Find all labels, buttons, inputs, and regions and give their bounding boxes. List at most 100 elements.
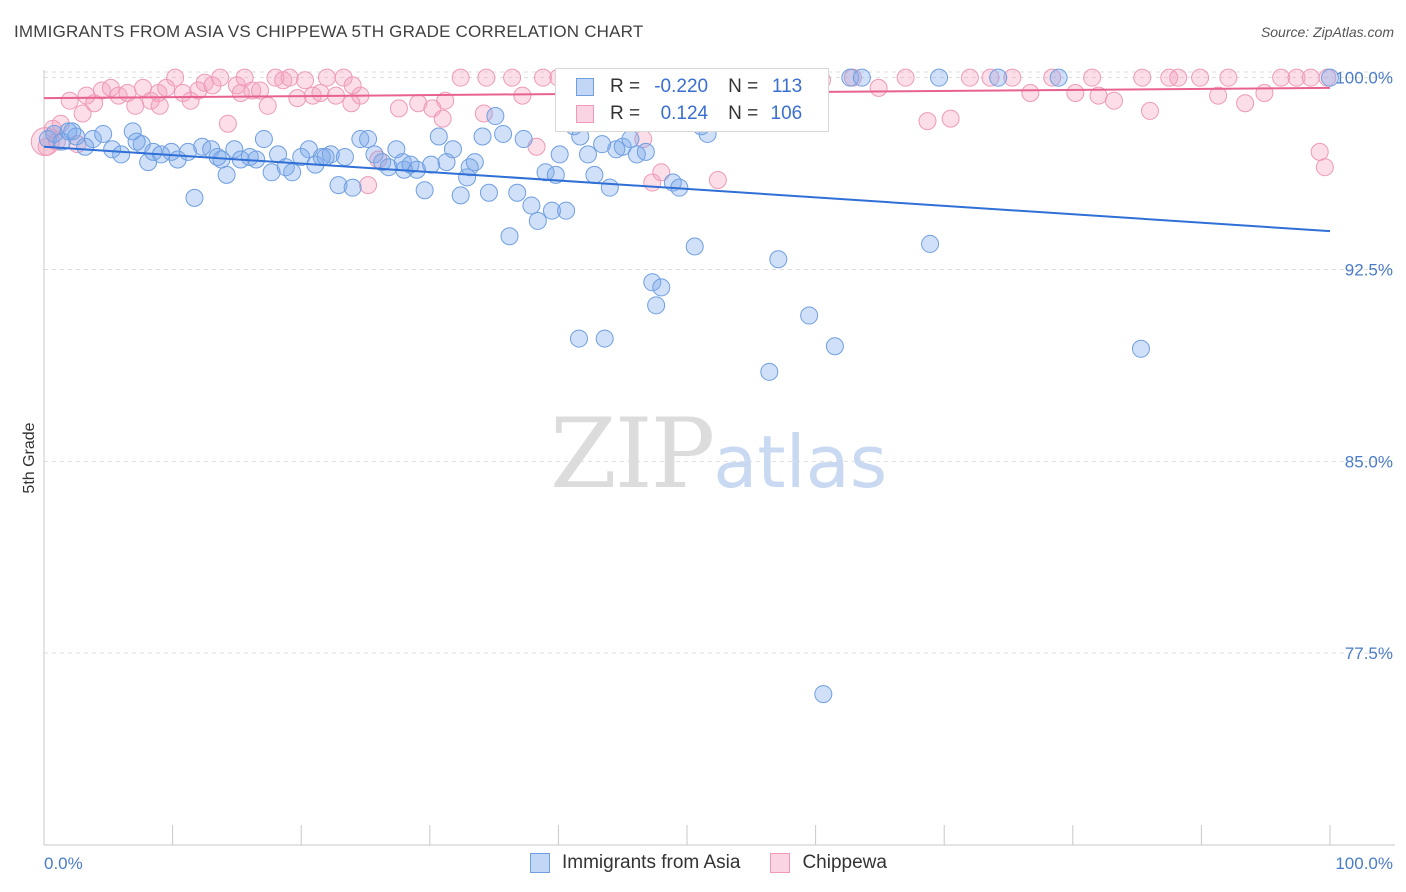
chippewa-point	[981, 68, 1000, 87]
asia-point	[621, 130, 640, 149]
chart-title: IMMIGRANTS FROM ASIA VS CHIPPEWA 5TH GRA…	[14, 22, 644, 41]
asia-point	[473, 127, 492, 146]
asia-point	[536, 163, 555, 182]
chippewa-point	[389, 99, 408, 118]
x-tick-label: 100.0%	[1335, 854, 1393, 873]
chippewa-points	[30, 68, 1337, 195]
chippewa-point	[941, 109, 960, 128]
asia-point	[359, 130, 378, 149]
legend-r-value: -0.220	[654, 76, 709, 97]
asia-point	[769, 250, 788, 269]
chippewa-point	[960, 68, 979, 87]
asia-point	[451, 186, 470, 205]
asia-point	[63, 122, 82, 141]
asia-point	[460, 158, 479, 177]
chippewa-point	[533, 68, 552, 87]
legend-r-value: 0.124	[660, 103, 709, 124]
legend-row-asia: R = -0.220 N = 113	[576, 75, 802, 99]
asia-point	[514, 130, 533, 149]
asia-point	[930, 68, 949, 87]
asia-point	[321, 145, 340, 164]
chippewa-point	[334, 68, 353, 87]
asia-point	[814, 685, 833, 704]
asia-point	[585, 165, 604, 184]
chippewa-point	[251, 81, 270, 100]
asia-point	[443, 140, 462, 159]
legend-n-value: 113	[771, 76, 803, 97]
y-tick-label: 92.5%	[1345, 261, 1393, 280]
chippewa-point	[1066, 84, 1085, 103]
chippewa-point	[1191, 68, 1210, 87]
chippewa-point	[343, 76, 362, 95]
asia-point	[45, 124, 64, 143]
asia-point	[343, 178, 362, 197]
chippewa-point	[1003, 68, 1022, 87]
chippewa-point	[869, 78, 888, 97]
asia-point	[578, 145, 597, 164]
asia-point	[479, 183, 498, 202]
asia-point	[760, 362, 779, 381]
legend-r-label: R =	[610, 76, 641, 97]
asia-point	[500, 227, 519, 246]
chippewa-point	[1160, 68, 1179, 87]
chippewa-point	[1287, 68, 1306, 87]
asia-point	[103, 140, 122, 159]
chippewa-point	[126, 96, 145, 115]
asia-point	[127, 132, 146, 151]
asia-point	[429, 127, 448, 146]
asia-point	[569, 329, 588, 348]
asia-point	[422, 155, 441, 174]
asia-point	[458, 168, 477, 187]
y-tick-label: 100.0%	[1335, 69, 1393, 88]
watermark: ZIPatlas	[550, 398, 887, 510]
chippewa-point	[1021, 84, 1040, 103]
chippewa-point	[474, 104, 493, 123]
chippewa-point	[73, 104, 92, 123]
asia-point	[254, 130, 273, 149]
asia-point	[83, 130, 102, 149]
asia-point	[94, 124, 113, 143]
asia-point	[185, 188, 204, 207]
chippewa-point	[296, 71, 315, 90]
correlation-legend: R = -0.220 N = 113 R = 0.124 N = 106	[555, 68, 829, 132]
series-label-chippewa: Chippewa	[802, 852, 887, 873]
chippewa-point	[1236, 94, 1255, 113]
asia-point	[595, 329, 614, 348]
chippewa-point	[1083, 68, 1102, 87]
chippewa-point	[513, 86, 532, 105]
asia-trend-line	[43, 145, 1331, 233]
asia-point	[528, 211, 547, 230]
chippewa-point	[218, 114, 237, 133]
chippewa-point	[896, 68, 915, 87]
chippewa-point	[1219, 68, 1238, 87]
chippewa-point	[317, 68, 336, 87]
tick-labels: 100.0% 92.5% 85.0% 77.5% 0.0% 100.0%	[44, 69, 1393, 873]
asia-point	[825, 337, 844, 356]
asia-point	[225, 140, 244, 159]
watermark-atlas: atlas	[713, 420, 888, 504]
asia-point	[685, 237, 704, 256]
asia-point	[415, 181, 434, 200]
chippewa-point	[1043, 68, 1062, 87]
asia-point	[335, 147, 354, 166]
asia-point	[593, 135, 612, 154]
chippewa-point	[243, 81, 262, 100]
asia-point	[522, 196, 541, 215]
chippewa-point	[918, 112, 937, 131]
asia-point	[613, 137, 632, 156]
asia-point	[351, 130, 370, 149]
chippewa-point	[280, 68, 299, 87]
chippewa-point	[189, 81, 208, 100]
chippewa-point	[101, 78, 120, 97]
chippewa-point	[436, 91, 455, 110]
chippewa-point	[203, 76, 222, 95]
series-swatch-chippewa	[770, 853, 791, 873]
asia-point	[989, 68, 1008, 87]
asia-point	[379, 158, 398, 177]
y-tick-label: 85.0%	[1345, 452, 1393, 471]
asia-points	[38, 68, 1339, 704]
legend-r-label: R =	[610, 103, 641, 124]
chippewa-point	[231, 84, 250, 103]
watermark-zip: ZIP	[550, 398, 715, 510]
legend-n-value: 106	[770, 103, 803, 124]
